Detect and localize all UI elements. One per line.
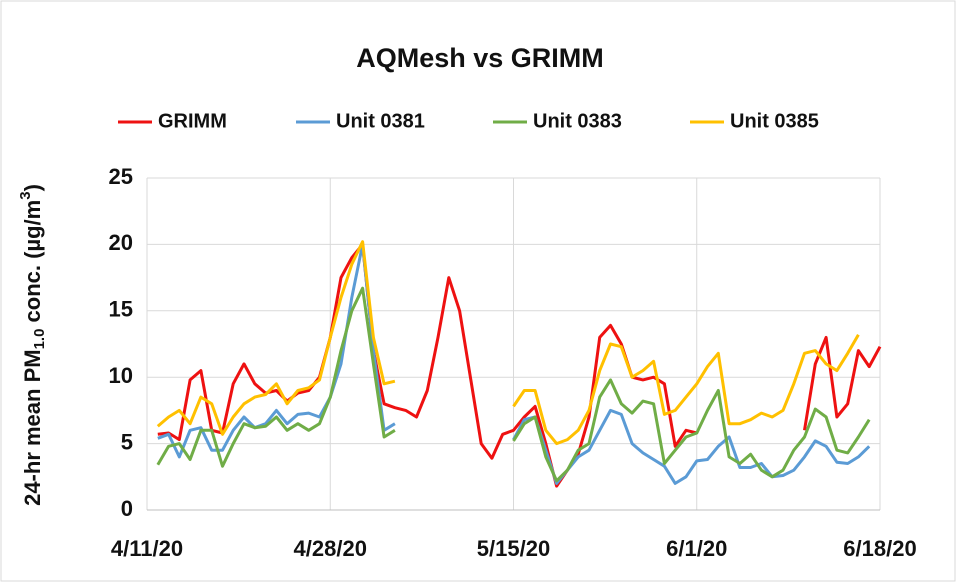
y-tick-label: 0 (121, 496, 133, 521)
y-label-sup: 3 (17, 191, 34, 199)
series-line (157, 242, 882, 488)
x-tick-label: 4/11/20 (111, 536, 183, 561)
legend-label: GRIMM (158, 110, 227, 132)
y-label-part: conc. (µg/m (20, 200, 45, 329)
legend-label: Unit 0383 (533, 110, 622, 132)
y-tick-label: 25 (109, 164, 133, 189)
legend-label: Unit 0381 (336, 110, 425, 132)
x-tick-label: 5/15/20 (477, 536, 550, 561)
y-label-part: 24-hr mean PM (20, 349, 45, 506)
x-tick-label: 6/18/20 (843, 536, 916, 561)
series-line (156, 240, 860, 446)
y-tick-label: 10 (109, 363, 133, 388)
series-line (157, 242, 871, 485)
y-label-sub: 1.0 (31, 329, 48, 350)
legend-label: Unit 0385 (730, 110, 819, 132)
series-line (156, 286, 871, 483)
x-tick-label: 6/1/20 (666, 536, 727, 561)
y-tick-label: 5 (121, 429, 133, 454)
y-label-part: ) (20, 184, 45, 191)
y-tick-label: 20 (109, 230, 133, 255)
y-axis-label: 24-hr mean PM1.0 conc. (µg/m3) (17, 184, 48, 506)
y-tick-label: 15 (109, 297, 133, 322)
x-tick-label: 4/28/20 (294, 536, 367, 561)
chart-title: AQMesh vs GRIMM (356, 43, 604, 73)
